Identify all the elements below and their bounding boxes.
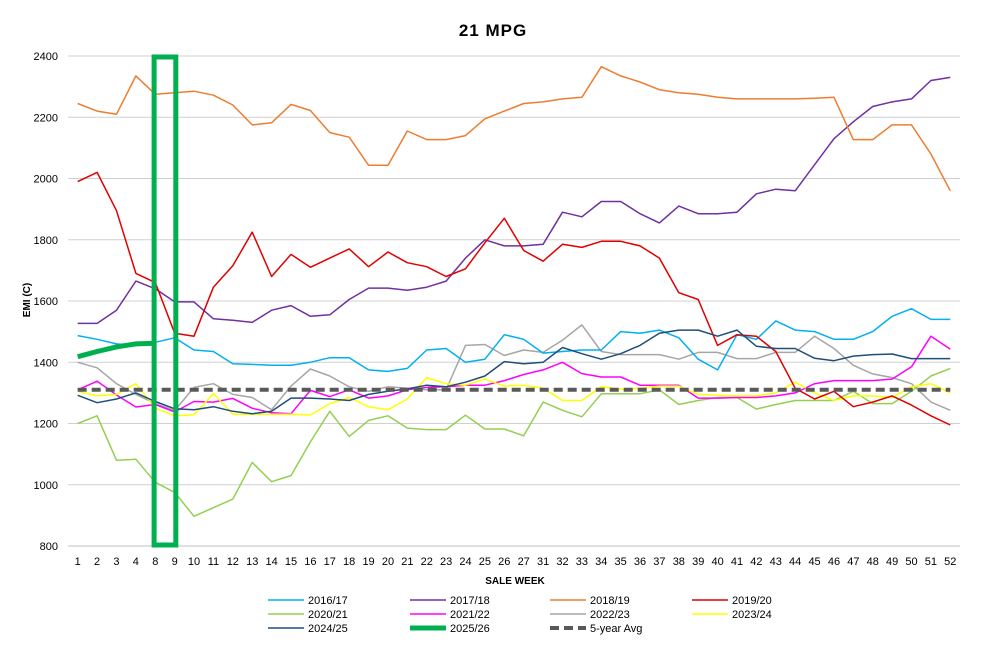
y-axis-ticks: 800 1000 1200 1400 1600 1800 2000 2200 2400 bbox=[34, 51, 58, 553]
x-tick-label: 25 bbox=[479, 556, 491, 568]
x-tick-label: 46 bbox=[828, 556, 840, 568]
x-tick-label: 44 bbox=[789, 556, 801, 568]
chart-title: 21 MPG bbox=[459, 21, 527, 40]
x-tick-label: 13 bbox=[246, 556, 258, 568]
series-line-2019-20 bbox=[77, 171, 951, 426]
x-tick-label: 36 bbox=[634, 556, 646, 568]
legend-label-2021-22: 2021/22 bbox=[450, 609, 490, 621]
x-tick-label: 49 bbox=[886, 556, 898, 568]
legend-label-2017-18: 2017/18 bbox=[450, 595, 490, 607]
x-tick-label: 8 bbox=[152, 556, 158, 568]
x-tick-label: 32 bbox=[556, 556, 568, 568]
legend-label-2022-23: 2022/23 bbox=[590, 609, 630, 621]
x-axis-ticks: 1 2 3 4 8 9 10 11 12 13 14 15 16 17 18 19 20 21 22 23 24 25 26… bbox=[75, 556, 957, 568]
x-tick-label: 40 bbox=[711, 556, 723, 568]
legend-label-5-year-avg: 5-year Avg bbox=[590, 623, 642, 635]
y-tick-label: 2000 bbox=[34, 174, 58, 186]
x-tick-label: 26 bbox=[498, 556, 510, 568]
y-tick-label: 1000 bbox=[34, 480, 58, 492]
legend-label-2024-25: 2024/25 bbox=[308, 623, 348, 635]
legend-label-2025-26: 2025/26 bbox=[450, 623, 490, 635]
x-tick-label: 47 bbox=[847, 556, 859, 568]
y-tick-label: 1600 bbox=[34, 296, 58, 308]
x-tick-label: 23 bbox=[440, 556, 452, 568]
x-tick-label: 48 bbox=[867, 556, 879, 568]
x-tick-label: 39 bbox=[692, 556, 704, 568]
x-tick-label: 4 bbox=[133, 556, 139, 568]
x-tick-label: 45 bbox=[808, 556, 820, 568]
x-tick-label: 43 bbox=[770, 556, 782, 568]
series-line-2018-19 bbox=[77, 65, 951, 192]
x-tick-label: 24 bbox=[459, 556, 471, 568]
legend-label-2023-24: 2023/24 bbox=[732, 609, 772, 621]
x-tick-label: 16 bbox=[304, 556, 316, 568]
x-tick-label: 22 bbox=[421, 556, 433, 568]
x-tick-label: 11 bbox=[208, 556, 219, 568]
series-line-2017-18 bbox=[77, 76, 951, 325]
grid-lines bbox=[68, 55, 960, 547]
legend-label-2018-19: 2018/19 bbox=[590, 595, 630, 607]
x-tick-label: 52 bbox=[944, 556, 956, 568]
y-tick-label: 1800 bbox=[34, 235, 58, 247]
y-tick-label: 2400 bbox=[34, 51, 58, 63]
legend-label-2020-21: 2020/21 bbox=[308, 609, 348, 621]
x-tick-label: 1 bbox=[75, 556, 81, 568]
x-tick-label: 27 bbox=[518, 556, 530, 568]
x-tick-label: 37 bbox=[653, 556, 665, 568]
x-tick-label: 42 bbox=[750, 556, 762, 568]
legend-label-2019-20: 2019/20 bbox=[732, 595, 772, 607]
x-axis-label: SALE WEEK bbox=[485, 576, 545, 587]
series-line-2023-24 bbox=[77, 376, 951, 417]
x-tick-label: 20 bbox=[382, 556, 394, 568]
y-tick-label: 1200 bbox=[34, 419, 58, 431]
x-tick-label: 33 bbox=[576, 556, 588, 568]
y-axis-label: EMI (C) bbox=[22, 283, 33, 317]
x-tick-label: 31 bbox=[537, 556, 549, 568]
series-line-2020-21 bbox=[77, 367, 951, 518]
series-line-2016-17 bbox=[77, 307, 951, 373]
x-tick-label: 9 bbox=[172, 556, 178, 568]
x-tick-label: 41 bbox=[731, 556, 743, 568]
x-tick-label: 14 bbox=[265, 556, 277, 568]
highlight-box bbox=[151, 54, 179, 548]
y-tick-label: 1400 bbox=[34, 357, 58, 369]
x-tick-label: 12 bbox=[227, 556, 239, 568]
y-tick-label: 2200 bbox=[34, 112, 58, 124]
y-tick-label: 800 bbox=[40, 541, 58, 553]
x-tick-label: 35 bbox=[615, 556, 627, 568]
x-tick-label: 38 bbox=[673, 556, 685, 568]
x-tick-label: 17 bbox=[324, 556, 336, 568]
x-tick-label: 21 bbox=[401, 556, 413, 568]
x-tick-label: 3 bbox=[113, 556, 119, 568]
chart-legend: 2016/17 2017/18 2018/19 2019/20 2020/21 2021/… bbox=[268, 595, 772, 635]
x-tick-label: 18 bbox=[343, 556, 355, 568]
x-tick-label: 15 bbox=[285, 556, 297, 568]
x-tick-label: 50 bbox=[905, 556, 917, 568]
x-tick-label: 51 bbox=[925, 556, 937, 568]
x-tick-label: 10 bbox=[188, 556, 200, 568]
highlight-rectangle bbox=[151, 54, 179, 548]
series-lines bbox=[77, 65, 951, 518]
x-tick-label: 19 bbox=[362, 556, 374, 568]
series-line-2025-26 bbox=[77, 340, 156, 360]
series-line-2024-25 bbox=[77, 329, 951, 415]
legend-label-2016-17: 2016/17 bbox=[308, 595, 348, 607]
x-tick-label: 2 bbox=[94, 556, 100, 568]
x-tick-label: 34 bbox=[595, 556, 607, 568]
series-line-2021-22 bbox=[77, 335, 951, 415]
